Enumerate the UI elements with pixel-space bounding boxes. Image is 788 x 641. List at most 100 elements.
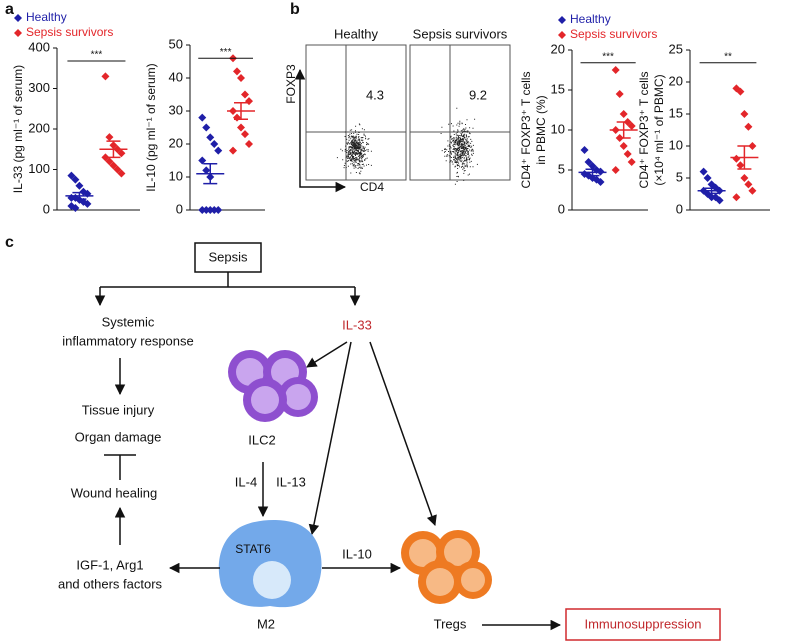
data-point [101, 153, 110, 162]
data-point [237, 74, 245, 82]
data-point [241, 130, 249, 139]
flow-title: Sepsis survivors [413, 26, 508, 41]
error-bar [203, 163, 218, 185]
data-point [623, 150, 632, 158]
node-label: Immunosuppression [584, 616, 701, 631]
flow-percent: 9.2 [469, 87, 487, 102]
y-tick-label: 10 [551, 121, 565, 136]
data-point [715, 196, 724, 205]
data-point [229, 146, 237, 155]
sepsis-box [194, 242, 262, 273]
y-tick-label: 15 [669, 105, 683, 120]
node-label: Sepsis [208, 249, 248, 264]
data-point [210, 140, 219, 148]
arrow [308, 341, 352, 536]
data-point [75, 181, 84, 190]
legend-marker [558, 16, 566, 24]
data-point [699, 167, 708, 176]
m2-nucleus [253, 561, 291, 599]
data-point [736, 161, 745, 170]
node-label: inflammatory response [62, 333, 194, 348]
y-tick-label: 400 [28, 39, 50, 54]
node-label: IL-13 [276, 474, 306, 489]
panel-label: b [290, 1, 300, 18]
node-label: and others factors [58, 576, 163, 591]
y-tick-label: 200 [28, 120, 50, 135]
y-tick-label: 0 [676, 201, 683, 216]
data-point [627, 122, 636, 130]
y-tick-label: 5 [676, 169, 683, 184]
legend-marker [14, 29, 22, 37]
y-tick-label: 5 [558, 161, 565, 176]
legend-label: Healthy [26, 10, 67, 24]
y-tick-label: 10 [169, 168, 183, 183]
data-point [740, 110, 749, 118]
data-point [206, 206, 215, 214]
y-tick-label: 30 [169, 102, 183, 117]
data-point [101, 72, 110, 81]
node-label: M2 [257, 616, 275, 631]
node-label: Organ damage [75, 429, 162, 444]
node-label: IGF-1, Arg1 [76, 557, 143, 572]
significance-label: *** [91, 50, 103, 61]
node-label: ILC2 [248, 432, 275, 447]
flow-title: Healthy [334, 26, 379, 41]
data-point [245, 140, 253, 148]
data-point [241, 90, 249, 99]
y-tick-label: 20 [169, 135, 183, 150]
data-point [615, 90, 624, 98]
node-label: Wound healing [71, 485, 158, 500]
y-tick-label: 300 [28, 80, 50, 95]
data-point [113, 165, 122, 174]
flow-axes [294, 68, 347, 193]
significance-label: *** [220, 47, 232, 58]
data-point [237, 123, 245, 132]
node-label: Tissue injury [82, 402, 155, 417]
data-point [71, 175, 80, 184]
y-tick-label: 0 [43, 201, 50, 216]
legend-label: Healthy [570, 12, 611, 26]
immuno-box [565, 608, 721, 641]
y-tick-label: 15 [551, 81, 565, 96]
data-point [206, 133, 215, 142]
y-tick-label: 40 [169, 69, 183, 84]
data-point [748, 186, 757, 195]
legend-marker [558, 31, 566, 39]
significance-label: *** [602, 51, 614, 62]
error-bar [704, 187, 719, 195]
error-bar [616, 121, 631, 139]
flow-events [336, 123, 372, 175]
data-point [611, 166, 620, 174]
arrow [306, 341, 348, 368]
data-point [105, 157, 114, 166]
node-label: IL-4 [235, 474, 257, 489]
data-point [198, 156, 207, 165]
flow-box [409, 44, 511, 181]
data-point [619, 142, 628, 150]
data-point [627, 158, 636, 166]
y-tick-label: 100 [28, 161, 50, 176]
node-label: STAT6 [235, 542, 271, 556]
node-label: Systemic [102, 314, 155, 329]
data-point [619, 110, 628, 118]
data-point [67, 171, 76, 180]
y-tick-label: 25 [669, 41, 683, 56]
data-point [71, 203, 80, 212]
flow-panel: FOXP3 CD4 Healthy Sepsis survivors 4.3 9… [284, 26, 511, 194]
data-point [732, 193, 741, 202]
data-point [233, 67, 241, 76]
legend-label: Sepsis survivors [570, 27, 657, 41]
data-point [117, 169, 126, 178]
arrow [369, 341, 437, 526]
data-point [245, 97, 253, 106]
connector [100, 272, 355, 288]
data-point [611, 66, 620, 74]
data-point [117, 149, 126, 158]
data-point [732, 154, 741, 163]
data-point [703, 174, 712, 182]
legend-label: Sepsis survivors [26, 25, 113, 39]
node-label: Tregs [434, 616, 467, 631]
data-point [214, 146, 223, 155]
